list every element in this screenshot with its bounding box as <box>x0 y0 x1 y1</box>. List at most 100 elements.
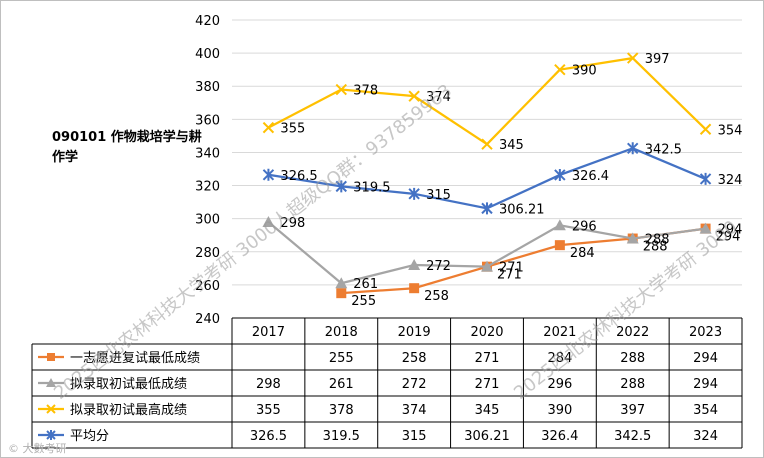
data-label: 271 <box>499 261 524 276</box>
table-cell: 345 <box>475 403 500 418</box>
data-label: 319.5 <box>353 180 390 195</box>
marker-star <box>335 180 347 193</box>
table-cell: 288 <box>620 351 645 366</box>
marker-x <box>46 404 56 414</box>
marker-star <box>699 172 712 185</box>
data-label: 296 <box>572 219 597 234</box>
series-3: 326.5 319.5 315 306.21 326.4 342.5 324 平均分 326.5… <box>38 142 742 444</box>
data-label: 378 <box>353 84 378 99</box>
data-label: 306.21 <box>499 202 545 217</box>
table-cell: 355 <box>256 403 281 418</box>
data-label: 255 <box>351 294 376 309</box>
marker-triangle <box>46 378 56 387</box>
watermark-text: 2025西北农林科技大学考研 3000 <box>510 217 741 404</box>
table-header-year: 2017 <box>252 325 285 340</box>
series-lines: 255 258 271 284 288 294 一志愿进复试最低成绩 255 258 271 284… <box>38 52 742 444</box>
marker-triangle <box>262 215 275 227</box>
y-tick-label: 340 <box>195 146 220 161</box>
marker-square <box>554 240 565 251</box>
data-label: 354 <box>718 123 743 138</box>
data-label: 294 <box>716 230 741 245</box>
data-label: 271 <box>497 268 522 283</box>
y-tick-label: 320 <box>195 180 220 195</box>
marker-square <box>336 288 347 299</box>
table-cell: 319.5 <box>323 429 360 444</box>
watermark-text: 2025西北农林科技大学考研 3000人超级QQ群：937859963 <box>50 80 456 404</box>
marker-star <box>481 202 493 215</box>
y-tick-label: 420 <box>195 14 220 29</box>
y-tick-label: 400 <box>195 47 220 62</box>
series-2: 355 378 374 345 390 397 354 拟录取初试最高成绩 355 378 374 3… <box>38 52 742 418</box>
data-table: 2017 2018 2019 2020 2021 2022 2023 <box>31 317 743 449</box>
legend-label: 一志愿进复试最低成绩 <box>70 351 200 366</box>
table-cell: 271 <box>475 351 500 366</box>
marker-star <box>408 187 420 200</box>
data-label: 345 <box>499 138 524 153</box>
table-cell: 284 <box>547 351 572 366</box>
data-label: 284 <box>570 246 595 261</box>
marker-triangle <box>481 260 493 272</box>
watermarks: 2025西北农林科技大学考研 3000人超级QQ群：937859963 2025西… <box>8 80 742 455</box>
data-label: 288 <box>643 240 668 255</box>
legend-label: 拟录取初试最低成绩 <box>70 377 187 392</box>
table-cell: 324 <box>693 429 718 444</box>
table-cell: 374 <box>402 403 427 418</box>
marker-triangle <box>626 232 639 244</box>
table-header-year: 2020 <box>470 325 503 340</box>
table-cell: 294 <box>693 351 718 366</box>
data-label: 390 <box>572 64 597 79</box>
marker-star <box>554 168 566 181</box>
marker-x <box>262 121 275 134</box>
y-tick-label: 380 <box>195 80 220 95</box>
table-cell: 261 <box>329 377 354 392</box>
y-tick-label: 300 <box>195 213 220 228</box>
table-cell: 342.5 <box>614 429 651 444</box>
table-cell: 306.21 <box>464 429 510 444</box>
table-cell: 272 <box>402 377 427 392</box>
marker-x <box>335 83 347 96</box>
data-label: 342.5 <box>645 142 682 157</box>
table-header-year: 2018 <box>325 325 358 340</box>
table-header-year: 2022 <box>616 325 649 340</box>
table-header-year: 2021 <box>543 325 576 340</box>
table-cell: 315 <box>402 429 427 444</box>
y-tick-label: 240 <box>195 312 220 327</box>
table-cell: 378 <box>329 403 354 418</box>
y-axis: 240 260 280 300 320 340 360 380 400 420 <box>195 14 220 327</box>
data-label: 261 <box>353 277 378 292</box>
chart-title: 090101 作物栽培学与耕作学 <box>52 130 202 165</box>
marker-x <box>699 123 712 135</box>
marker-star <box>262 168 275 181</box>
data-label: 298 <box>280 216 305 231</box>
marker-x <box>481 138 493 150</box>
marker-triangle <box>335 277 348 289</box>
data-label: 294 <box>718 223 743 238</box>
marker-triangle <box>553 219 566 231</box>
table-cell: 326.4 <box>541 429 578 444</box>
table-cell: 354 <box>693 403 718 418</box>
table-cell: 390 <box>547 403 572 418</box>
corner-mark: © 大數考研 <box>8 441 67 455</box>
table-cell: 255 <box>329 351 354 366</box>
y-tick-label: 360 <box>195 113 220 128</box>
data-label: 272 <box>426 259 451 274</box>
table-cell: 258 <box>402 351 427 366</box>
series-line <box>267 221 706 285</box>
table-cell: 288 <box>620 377 645 392</box>
marker-x <box>627 52 639 64</box>
series-0: 255 258 271 284 288 294 一志愿进复试最低成绩 255 258 271 284… <box>38 223 741 366</box>
data-label: 315 <box>426 188 451 203</box>
table-cell: 326.5 <box>250 429 287 444</box>
marker-x <box>408 90 420 102</box>
data-label: 326.5 <box>280 169 317 184</box>
table-header-year: 2019 <box>398 325 431 340</box>
data-label: 326.4 <box>572 169 609 184</box>
marker-star <box>627 142 639 155</box>
table-cell: 271 <box>475 377 500 392</box>
legend-label: 平均分 <box>70 429 109 444</box>
table-header-year: 2023 <box>689 325 722 340</box>
marker-square <box>409 283 420 294</box>
data-label: 258 <box>424 289 449 304</box>
marker-x <box>554 63 566 76</box>
